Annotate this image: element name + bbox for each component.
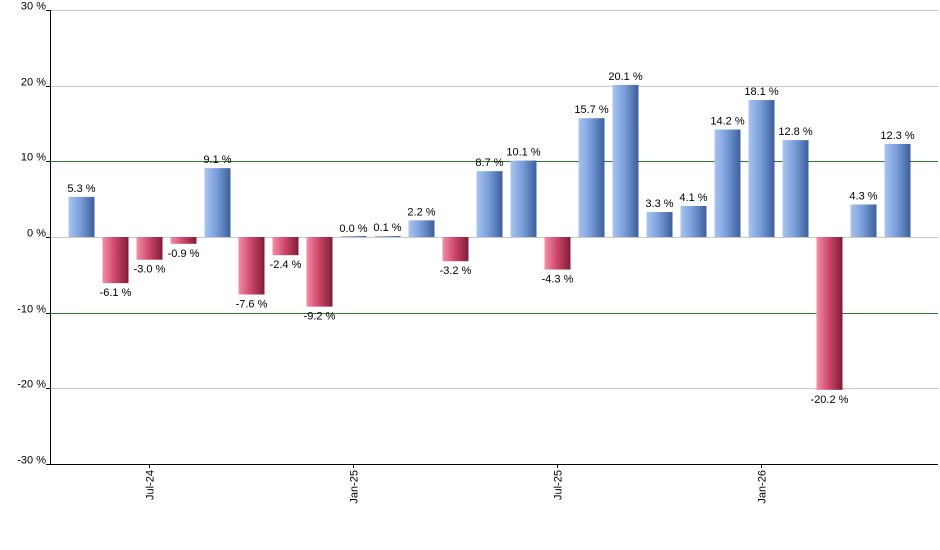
data-label: -3.2 % [440,265,472,277]
data-label: 0.1 % [373,222,401,234]
y-tick-label: 20 % [21,77,46,89]
data-label: 5.3 % [67,183,95,195]
bar [340,236,367,237]
data-label: -7.6 % [236,299,268,311]
y-tick-label: 30 % [21,1,46,13]
y-tick-label: 10 % [21,152,46,164]
bar [238,237,265,295]
bar [136,237,163,260]
data-label: -3.0 % [134,264,166,276]
bar [204,168,231,237]
data-label: 4.3 % [849,190,877,202]
bar [170,237,197,244]
bar [646,212,673,237]
bar [816,237,843,390]
data-label: -4.3 % [542,274,574,286]
y-tick-label: 0 % [27,228,46,240]
data-label: -2.4 % [270,259,302,271]
bar [374,236,401,237]
data-label: -0.9 % [168,248,200,260]
data-label: 12.3 % [880,130,914,142]
bar [544,237,571,270]
y-tick-label: -20 % [17,379,46,391]
data-label: 2.2 % [407,206,435,218]
data-label: 20.1 % [608,71,642,83]
x-tick-label: Jul-24 [145,470,157,500]
bar [782,140,809,237]
bars [68,84,911,390]
bar [306,237,333,307]
bar [884,143,911,237]
data-label: 14.2 % [710,116,744,128]
bar [102,237,129,284]
data-label: 4.1 % [679,192,707,204]
data-label: 8.7 % [475,157,503,169]
data-label: 10.1 % [506,147,540,159]
x-tick-label: Jan-26 [757,470,769,504]
data-label: 9.1 % [203,154,231,166]
data-label: -20.2 % [811,394,849,406]
bar [442,237,469,262]
bar [408,220,435,237]
data-label: -6.1 % [100,287,132,299]
bar [714,129,741,237]
bar [510,160,537,237]
x-tick-label: Jul-25 [553,470,565,500]
data-label: -9.2 % [304,311,336,323]
bar [476,171,503,237]
axes: 30 % 20 % 10 % 0 % -10 % -20 % -30 % Jul-24 Jan-… [17,1,938,504]
x-tick-label: Jan-25 [349,470,361,504]
data-label: 15.7 % [574,104,608,116]
data-label: 3.3 % [645,198,673,210]
data-label: 12.8 % [778,126,812,138]
data-label: 18.1 % [744,86,778,98]
bar [578,118,605,237]
bar [272,237,299,256]
bar [850,204,877,237]
data-labels: 5.3 % -6.1 %-3.0 %-0.9 % 9.1 % -7.6 % -2.4 %… [67,71,914,406]
bar [680,205,707,237]
bar [748,100,775,237]
y-tick-label: -30 % [17,455,46,467]
data-label: 0.0 % [339,223,367,235]
bar [612,84,639,237]
y-tick-label: -10 % [17,304,46,316]
bar [68,196,95,237]
